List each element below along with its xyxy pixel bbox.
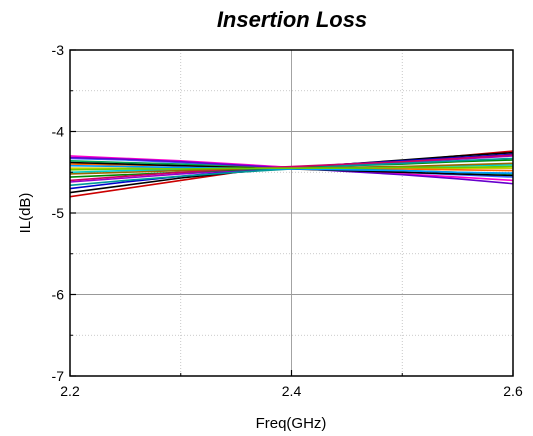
ticks: -7 -6 -5 -4 -3 2.2 2.4 2.6 — [52, 42, 523, 399]
x-tick-label: 2.2 — [60, 383, 80, 399]
chart-title: Insertion Loss — [217, 7, 367, 32]
y-axis-label: IL(dB) — [17, 193, 34, 234]
y-tick-label: -5 — [52, 205, 65, 221]
grid — [70, 50, 513, 376]
x-tick-label: 2.6 — [503, 383, 523, 399]
y-tick-label: -3 — [52, 42, 65, 58]
x-tick-label: 2.4 — [282, 383, 302, 399]
y-tick-label: -6 — [52, 287, 65, 303]
series-line-18 — [70, 165, 513, 171]
y-tick-label: -4 — [52, 124, 65, 140]
series-group — [70, 150, 513, 198]
series-line-14 — [70, 154, 513, 182]
x-axis-label: Freq(GHz) — [256, 415, 327, 432]
y-tick-label: -7 — [52, 368, 65, 384]
